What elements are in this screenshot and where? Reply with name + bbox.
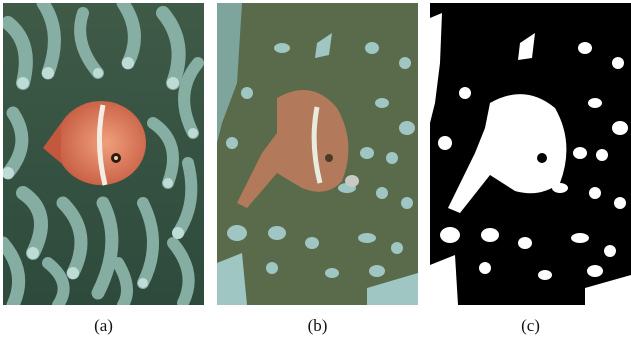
caption-c: (c): [521, 316, 540, 335]
photo-original: [3, 3, 204, 305]
caption-a: (a): [94, 316, 113, 335]
binary-mask: [430, 3, 631, 305]
segmentation-result: [217, 3, 418, 305]
caption-b: (b): [307, 316, 328, 335]
